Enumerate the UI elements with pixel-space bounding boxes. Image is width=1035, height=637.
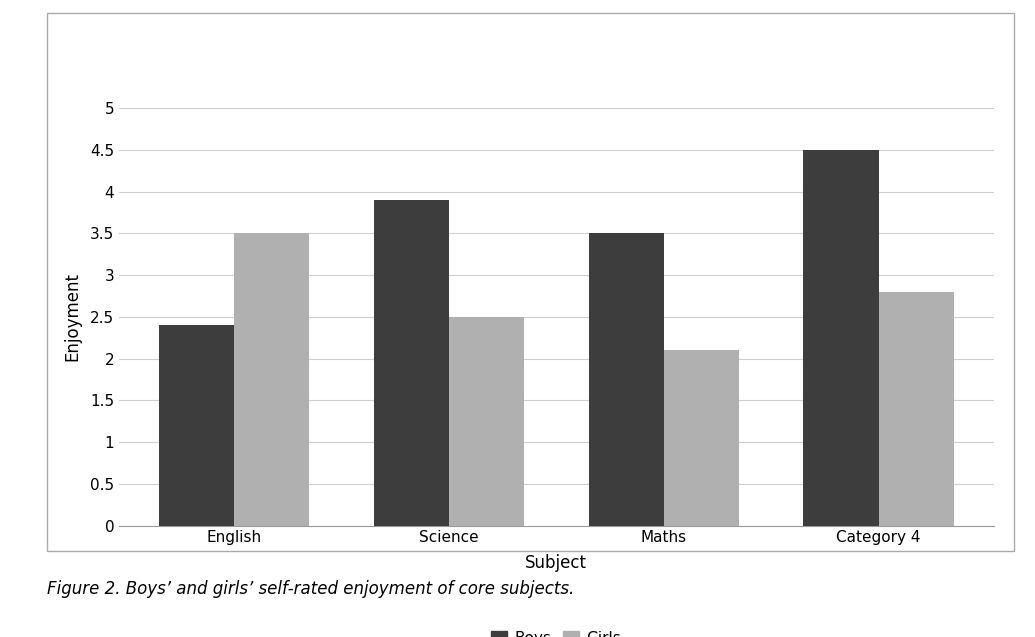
Bar [158,326,234,526]
Y-axis label: Enjoyment: Enjoyment [63,273,82,361]
Text: Figure 2. Boys’ and girls’ self-rated enjoyment of core subjects.: Figure 2. Boys’ and girls’ self-rated en… [47,580,573,598]
Bar [449,317,524,526]
Bar [374,200,449,526]
Bar [589,234,663,526]
Bar [663,350,739,526]
X-axis label: Subject: Subject [526,554,587,572]
Bar [803,150,879,526]
Legend: Boys, Girls: Boys, Girls [485,625,627,637]
Bar [879,292,954,526]
Bar [234,234,309,526]
